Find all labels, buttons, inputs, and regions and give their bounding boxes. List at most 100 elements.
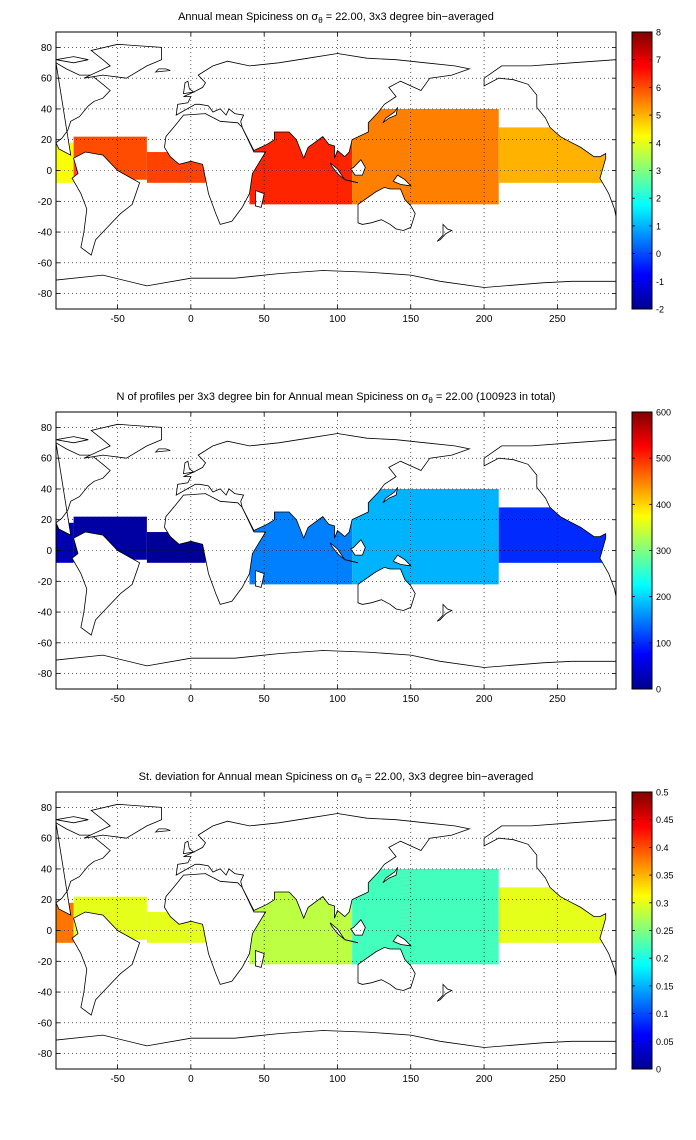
coastline	[56, 816, 89, 824]
y-tick-label: -80	[38, 669, 53, 680]
coastline	[183, 460, 195, 475]
coastline	[255, 189, 265, 208]
coastline	[382, 487, 398, 504]
coastline	[357, 566, 416, 611]
y-tick-label: 0	[46, 546, 52, 557]
colorbar-tick-label: 5	[656, 111, 661, 121]
colorbar-tick-label: -2	[656, 305, 664, 315]
y-tick-label: -80	[38, 1049, 53, 1060]
coastline	[154, 448, 171, 453]
coastline	[183, 80, 195, 95]
y-tick-label: 40	[41, 864, 53, 875]
coastline	[164, 493, 267, 605]
colorbar-tick-label: 0.25	[656, 926, 674, 936]
x-tick-label: 50	[259, 694, 271, 705]
y-tick-label: 80	[41, 803, 53, 814]
x-tick-label: 0	[188, 694, 194, 705]
x-tick-label: 150	[402, 1074, 419, 1085]
coastline	[350, 919, 366, 936]
y-tick-label: 40	[41, 484, 53, 495]
colorbar-tick-label: 0.2	[656, 954, 669, 964]
coastline	[164, 873, 267, 985]
coastline	[83, 423, 162, 459]
x-tick-label: 200	[476, 1074, 493, 1085]
x-tick-label: 250	[549, 694, 566, 705]
y-tick-label: 60	[41, 74, 53, 85]
colorbar-tick-label: 0	[656, 249, 661, 259]
colorbar-tick-label: 100	[656, 638, 671, 648]
coastline	[483, 59, 616, 217]
x-tick-label: 200	[476, 694, 493, 705]
chart-title: Annual mean Spiciness on σθ = 22.00, 3x3…	[178, 11, 494, 25]
x-tick-label: 250	[549, 1074, 566, 1085]
colorbar: 0.5 0.45 0.4 0.35 0.3 0.25 0.2 0.15 0.1 0.05 0	[631, 788, 674, 1075]
coastline	[71, 531, 141, 636]
coastline	[344, 179, 359, 184]
coastline	[175, 433, 471, 540]
y-tick-label: 0	[46, 166, 52, 177]
colorbar-tick-label: 0.3	[656, 898, 669, 908]
y-tick-label: 20	[41, 135, 53, 146]
coastline	[175, 53, 471, 160]
colorbar-tick-label: 1	[656, 221, 661, 231]
colorbar-tick-label: 0	[656, 1065, 661, 1075]
colorbar-tick-label: 0.15	[656, 981, 674, 991]
chart-title: St. deviation for Annual mean Spiciness …	[139, 771, 534, 785]
y-tick-label: -80	[38, 289, 53, 300]
coastline	[154, 68, 171, 73]
coastline	[56, 56, 89, 64]
y-tick-label: -40	[38, 228, 53, 239]
coastline	[436, 603, 453, 622]
coastline	[350, 159, 366, 176]
y-tick-label: 80	[41, 43, 53, 54]
x-tick-label: 100	[329, 1074, 346, 1085]
colorbar: 8 7 6 5 4 3 2 1 0 -1 -2	[631, 28, 664, 315]
coastline	[255, 949, 265, 968]
x-tick-label: -50	[110, 314, 125, 325]
colorbar-tick-label: 7	[656, 55, 661, 65]
x-tick-label: 150	[402, 694, 419, 705]
x-tick-label: 0	[188, 1074, 194, 1085]
coastline	[382, 107, 398, 124]
coastline	[357, 946, 416, 991]
coastline	[392, 554, 412, 567]
x-tick-label: 100	[329, 694, 346, 705]
chart-1: Annual mean Spiciness on σθ = 22.00, 3x3…	[38, 11, 664, 325]
coastline	[329, 162, 346, 181]
y-tick-label: -20	[38, 197, 53, 208]
y-tick-label: 60	[41, 834, 53, 845]
coastline	[382, 867, 398, 884]
coastline	[71, 151, 141, 256]
coastline	[329, 542, 346, 561]
colorbar-tick-label: 500	[656, 454, 671, 464]
data-bin-region	[352, 108, 499, 205]
coastline	[483, 439, 616, 597]
coastline	[329, 922, 346, 941]
x-tick-label: 150	[402, 314, 419, 325]
colorbar-tick-label: 2	[656, 194, 661, 204]
chart-2: N of profiles per 3x3 degree bin for Ann…	[38, 391, 671, 705]
coastline	[357, 186, 416, 231]
x-tick-label: 100	[329, 314, 346, 325]
y-tick-label: -20	[38, 577, 53, 588]
colorbar-tick-label: 4	[656, 138, 661, 148]
colorbar-tick-label: 0	[656, 685, 661, 695]
y-tick-label: -60	[38, 258, 53, 269]
x-tick-label: 200	[476, 314, 493, 325]
coastline	[350, 539, 366, 556]
coastline	[164, 113, 267, 225]
coastline	[175, 813, 471, 920]
x-tick-label: 0	[188, 314, 194, 325]
coastline	[344, 939, 359, 944]
colorbar-tick-label: 0.5	[656, 788, 669, 798]
y-tick-label: -60	[38, 638, 53, 649]
coastline	[436, 223, 453, 242]
coastline	[56, 270, 616, 309]
coastline	[83, 803, 162, 839]
y-tick-label: -40	[38, 988, 53, 999]
coastline	[183, 840, 195, 855]
x-tick-label: -50	[110, 694, 125, 705]
coastline	[255, 569, 265, 588]
